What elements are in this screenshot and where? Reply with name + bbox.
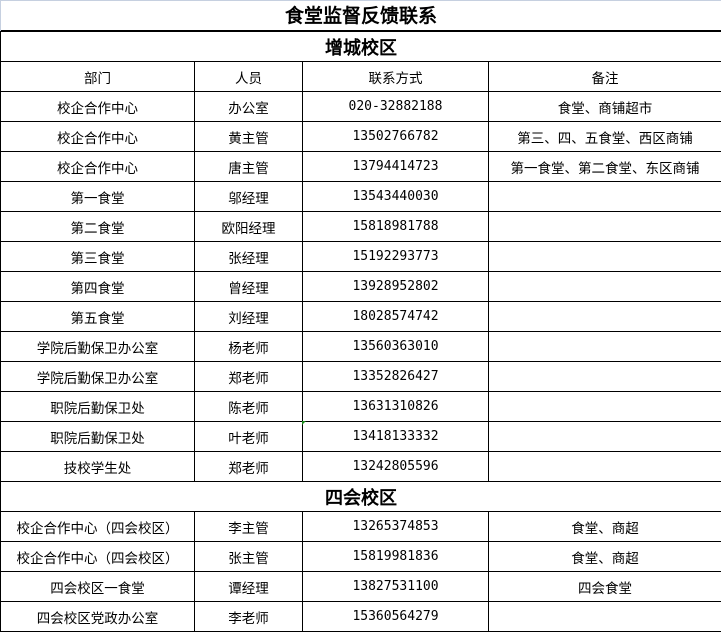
cell-comment-marker	[302, 421, 306, 425]
note-cell[interactable]: 食堂、商超	[489, 542, 721, 572]
person-cell[interactable]: 刘经理	[195, 302, 303, 332]
note-cell[interactable]	[489, 302, 721, 332]
department-cell[interactable]: 校企合作中心	[1, 122, 195, 152]
phone-cell[interactable]: 13827531100	[303, 572, 489, 602]
department-cell[interactable]: 四会校区党政办公室	[1, 602, 195, 632]
phone-cell[interactable]: 13543440030	[303, 182, 489, 212]
person-cell[interactable]: 黄主管	[195, 122, 303, 152]
note-cell[interactable]	[489, 452, 721, 482]
person-cell[interactable]: 张主管	[195, 542, 303, 572]
department-cell[interactable]: 职院后勤保卫处	[1, 392, 195, 422]
note-cell[interactable]	[489, 422, 721, 452]
person-cell[interactable]: 杨老师	[195, 332, 303, 362]
column-header[interactable]: 人员	[195, 62, 303, 92]
phone-cell[interactable]: 020-32882188	[303, 92, 489, 122]
note-cell[interactable]	[489, 362, 721, 392]
department-cell[interactable]: 技校学生处	[1, 452, 195, 482]
department-cell[interactable]: 第一食堂	[1, 182, 195, 212]
department-cell[interactable]: 学院后勤保卫办公室	[1, 362, 195, 392]
phone-cell[interactable]: 13560363010	[303, 332, 489, 362]
phone-cell[interactable]: 13242805596	[303, 452, 489, 482]
department-cell[interactable]: 第五食堂	[1, 302, 195, 332]
department-cell[interactable]: 校企合作中心（四会校区）	[1, 542, 195, 572]
note-cell[interactable]: 食堂、商铺超市	[489, 92, 721, 122]
section-title[interactable]: 增城校区	[1, 32, 721, 62]
phone-cell[interactable]: 13352826427	[303, 362, 489, 392]
phone-cell[interactable]: 15360564279	[303, 602, 489, 632]
person-cell[interactable]: 郑老师	[195, 452, 303, 482]
note-cell[interactable]: 食堂、商超	[489, 512, 721, 542]
person-cell[interactable]: 办公室	[195, 92, 303, 122]
note-cell[interactable]: 四会食堂	[489, 572, 721, 602]
note-cell[interactable]	[489, 602, 721, 632]
note-cell[interactable]: 第一食堂、第二食堂、东区商铺	[489, 152, 721, 182]
department-cell[interactable]: 学院后勤保卫办公室	[1, 332, 195, 362]
note-cell[interactable]	[489, 272, 721, 302]
column-header-row: 部门人员联系方式备注	[1, 62, 721, 92]
department-cell[interactable]: 校企合作中心（四会校区）	[1, 512, 195, 542]
note-cell[interactable]	[489, 332, 721, 362]
person-cell[interactable]: 邬经理	[195, 182, 303, 212]
person-cell[interactable]: 叶老师	[195, 422, 303, 452]
column-header[interactable]: 部门	[1, 62, 195, 92]
column-header[interactable]: 联系方式	[303, 62, 489, 92]
person-cell[interactable]: 曾经理	[195, 272, 303, 302]
note-cell[interactable]	[489, 242, 721, 272]
sheet-title: 食堂监督反馈联系	[1, 1, 721, 31]
person-cell[interactable]: 谭经理	[195, 572, 303, 602]
phone-cell[interactable]: 13418133332	[303, 422, 489, 452]
department-cell[interactable]: 校企合作中心	[1, 152, 195, 182]
department-cell[interactable]: 职院后勤保卫处	[1, 422, 195, 452]
note-cell[interactable]	[489, 182, 721, 212]
person-cell[interactable]: 陈老师	[195, 392, 303, 422]
phone-cell[interactable]: 13928952802	[303, 272, 489, 302]
section-header-row: 四会校区	[1, 482, 721, 512]
phone-cell[interactable]: 13631310826	[303, 392, 489, 422]
person-cell[interactable]: 欧阳经理	[195, 212, 303, 242]
note-cell[interactable]	[489, 212, 721, 242]
department-cell[interactable]: 第三食堂	[1, 242, 195, 272]
person-cell[interactable]: 张经理	[195, 242, 303, 272]
phone-cell[interactable]: 13502766782	[303, 122, 489, 152]
section-header-row: 增城校区	[1, 32, 721, 62]
department-cell[interactable]: 校企合作中心	[1, 92, 195, 122]
phone-cell[interactable]: 15819981836	[303, 542, 489, 572]
note-cell[interactable]: 第三、四、五食堂、西区商铺	[489, 122, 721, 152]
column-header[interactable]: 备注	[489, 62, 721, 92]
phone-cell[interactable]: 13794414723	[303, 152, 489, 182]
department-cell[interactable]: 四会校区一食堂	[1, 572, 195, 602]
person-cell[interactable]: 郑老师	[195, 362, 303, 392]
section-title[interactable]: 四会校区	[1, 482, 721, 512]
phone-cell[interactable]: 15192293773	[303, 242, 489, 272]
person-cell[interactable]: 李主管	[195, 512, 303, 542]
person-cell[interactable]: 唐主管	[195, 152, 303, 182]
phone-cell[interactable]: 15818981788	[303, 212, 489, 242]
note-cell[interactable]	[489, 392, 721, 422]
person-cell[interactable]: 李老师	[195, 602, 303, 632]
department-cell[interactable]: 第二食堂	[1, 212, 195, 242]
phone-cell[interactable]: 18028574742	[303, 302, 489, 332]
department-cell[interactable]: 第四食堂	[1, 272, 195, 302]
phone-cell[interactable]: 13265374853	[303, 512, 489, 542]
